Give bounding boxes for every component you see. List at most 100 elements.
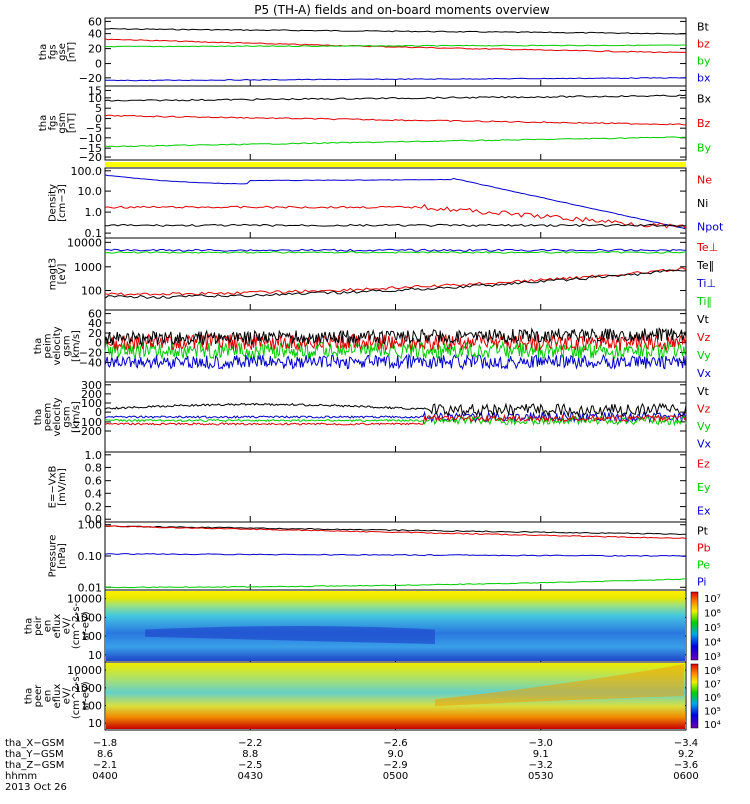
footer-value: −3.0 (529, 738, 553, 749)
colorbar-label: 10⁴ (704, 638, 721, 649)
y-axis-label: eflux (52, 684, 63, 709)
footer-value: −2.5 (238, 760, 262, 771)
y-axis-label: [nT] (66, 113, 77, 133)
electron-spectrogram-heated-region (435, 664, 684, 707)
legend-Te‖: Te‖ (696, 259, 714, 272)
colorbar-label: 10⁵ (704, 623, 721, 634)
y-axis-label: sr-eV) (81, 611, 92, 640)
y-tick-label: −20 (79, 151, 102, 164)
footer-value: −3.4 (674, 738, 698, 749)
y-axis-label: (cm^2-s- (71, 602, 82, 649)
y-tick-label: 10000 (67, 664, 102, 677)
legend-by: by (697, 55, 711, 68)
series-Ne (104, 203, 687, 230)
legend-Ti⊥: Ti⊥ (696, 277, 716, 290)
colorbar (690, 591, 699, 661)
footer-value: 8.8 (242, 749, 258, 760)
panel-temperature: 10000 1000 100 magt3[eV] Te⊥ Te‖ Ti⊥ Ti‖ (47, 236, 718, 311)
panel-frame (104, 237, 687, 311)
ion-spectrogram-image (106, 591, 685, 661)
colorbar-label: 10⁸ (704, 666, 721, 677)
legend-Vt: Vt (697, 313, 710, 326)
y-tick-label: 0.10 (78, 550, 103, 563)
legend-Ni: Ni (697, 197, 708, 210)
y-axis-label: [eV] (57, 264, 68, 285)
y-tick-label: −100 (72, 416, 102, 429)
y-axis-label: Pressure (47, 535, 58, 578)
colorbar-label: 10³ (704, 652, 721, 663)
y-tick-label: 10000 (67, 236, 102, 249)
footer-value: 0530 (528, 771, 553, 782)
y-tick-label: 1000 (74, 611, 102, 624)
footer-row-label: tha_Y−GSM (5, 749, 64, 760)
legend-Npot: Npot (697, 220, 724, 233)
y-axis-label: peir (33, 615, 44, 635)
legend-Pi: Pi (697, 576, 706, 589)
y-axis-label: Density (47, 184, 58, 222)
y-tick-label: 5 (95, 102, 102, 115)
y-axis-label: peem (43, 403, 54, 431)
y-axis-label: tha (33, 338, 44, 354)
series-By (104, 136, 686, 148)
y-axis-label: (cm^2-s- (71, 672, 82, 719)
colorbar-label: 10⁴ (704, 720, 721, 731)
legend-Ez: Ez (697, 458, 710, 471)
series-Bt (104, 27, 687, 35)
legend-Vz: Vz (697, 331, 711, 344)
y-tick-label: 300 (81, 379, 102, 392)
panel-density: 100.0 10.0 1.0 0.1 Density[cm−3] Ne Ni Npot (47, 165, 724, 240)
series-Pt (105, 525, 687, 536)
legend-Bt: Bt (697, 21, 710, 34)
y-axis-label: gsm (62, 335, 73, 356)
y-tick-label: 0.8 (85, 461, 103, 474)
legend-By: By (697, 142, 712, 155)
y-axis-label: eV/ (62, 687, 73, 704)
y-tick-label: 1.0 (85, 206, 103, 219)
panel-pressure: 1.00 0.10 0.01 Pressure[nPa] Pt Pb Pe Pi (47, 519, 710, 595)
footer-value: 8.6 (97, 749, 113, 760)
panel-frame (104, 451, 687, 523)
y-axis-label: tha (24, 688, 35, 704)
series-Te-par (104, 269, 687, 299)
legend-Ex: Ex (697, 504, 711, 517)
footer-value: 9.1 (533, 749, 549, 760)
y-axis-label: tha (24, 618, 35, 634)
y-axis-label: peer (33, 684, 44, 708)
y-axis-label: gse (57, 43, 68, 61)
footer-value: −1.8 (93, 738, 117, 749)
panel-efield: 1.00.80.60.40.20.0 E=−VxB[mV/m] Ez Ey Ex (47, 449, 711, 526)
y-tick-label: 10 (88, 717, 102, 730)
y-axis-label: magt3 (47, 258, 58, 291)
y-axis-label: [nPa] (57, 543, 68, 569)
plot-area-temperature (104, 248, 687, 299)
y-tick-label: 1.0 (85, 449, 103, 462)
y-tick-label: 1000 (74, 682, 102, 695)
y-tick-label: −40 (79, 357, 102, 370)
series-Ni (104, 223, 687, 227)
series-Vy (104, 340, 687, 360)
y-axis-label: gsm (62, 406, 73, 427)
colorbar-label: 10⁷ (704, 680, 721, 691)
y-tick-label: 0.1 (85, 227, 103, 240)
colorbar-label: 10⁷ (704, 594, 721, 605)
footer-row-label: hhmm (5, 771, 37, 782)
footer-value: 0400 (92, 771, 117, 782)
series-Vx (104, 353, 687, 371)
legend-bz: bz (697, 38, 710, 51)
y-axis-label: en (43, 690, 54, 703)
footer-value: 9.0 (388, 749, 404, 760)
y-axis-label: en (43, 620, 54, 633)
y-axis-label: tha (38, 115, 49, 131)
y-axis-label: fgs (47, 115, 58, 130)
y-tick-label: 100 (81, 630, 102, 643)
series-bz (104, 38, 687, 54)
series-Ti-perp (104, 248, 687, 252)
legend-Pe: Pe (697, 559, 710, 572)
legend-Pt: Pt (697, 525, 709, 538)
y-tick-label: 100 (81, 285, 102, 298)
legend-Ne: Ne (697, 174, 712, 187)
